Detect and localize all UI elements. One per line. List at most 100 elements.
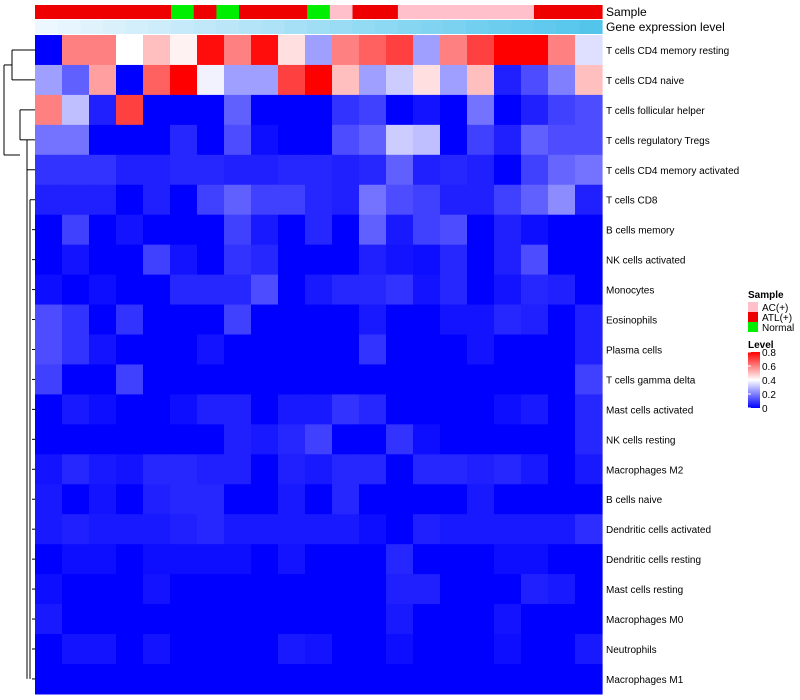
heatmap-cell bbox=[521, 304, 549, 336]
heatmap-cell bbox=[386, 663, 414, 695]
heatmap-cell bbox=[224, 514, 252, 545]
heatmap-cell bbox=[575, 364, 603, 395]
heatmap-cell bbox=[413, 544, 441, 575]
expression-annotation-cell bbox=[556, 20, 580, 34]
heatmap-cell bbox=[359, 394, 387, 425]
heatmap-cell bbox=[35, 124, 63, 156]
level-legend-tick-label: 0.6 bbox=[762, 362, 776, 373]
heatmap-cell bbox=[305, 604, 333, 635]
heatmap-cell bbox=[359, 604, 387, 635]
expression-annotation-cell bbox=[80, 20, 104, 34]
heatmap-cell bbox=[116, 634, 144, 665]
heatmap-cell bbox=[251, 35, 279, 66]
row-label: Neutrophils bbox=[606, 645, 657, 656]
heatmap-cell bbox=[440, 634, 468, 665]
heatmap-cell bbox=[197, 244, 225, 276]
heatmap-cell bbox=[197, 35, 225, 66]
heatmap-cell bbox=[548, 244, 576, 276]
heatmap-cell bbox=[386, 124, 414, 156]
expression-annotation-cell bbox=[488, 20, 512, 34]
heatmap-cell bbox=[170, 454, 198, 485]
row-label: T cells regulatory Tregs bbox=[606, 136, 710, 147]
heatmap-cell bbox=[305, 154, 333, 186]
heatmap-cell bbox=[332, 544, 360, 575]
heatmap-cell bbox=[197, 124, 225, 156]
heatmap-cell bbox=[197, 364, 225, 395]
heatmap-cell bbox=[413, 364, 441, 395]
heatmap-cell bbox=[116, 514, 144, 545]
heatmap-cell bbox=[116, 124, 144, 156]
heatmap-cell bbox=[440, 304, 468, 336]
heatmap-cell bbox=[440, 334, 468, 366]
heatmap-cell bbox=[251, 184, 279, 216]
heatmap-cell bbox=[386, 604, 414, 635]
heatmap-cell bbox=[170, 64, 198, 96]
heatmap-cell bbox=[386, 214, 414, 246]
heatmap-cell bbox=[251, 334, 279, 366]
heatmap-cell bbox=[386, 634, 414, 665]
heatmap-cell bbox=[467, 454, 495, 485]
heatmap-cell bbox=[413, 184, 441, 216]
heatmap-cell bbox=[440, 64, 468, 96]
heatmap-cell bbox=[62, 663, 90, 695]
heatmap-cell bbox=[413, 484, 441, 515]
heatmap-cell bbox=[467, 394, 495, 425]
heatmap-cell bbox=[359, 154, 387, 186]
heatmap-cell bbox=[35, 634, 63, 665]
heatmap-cell bbox=[278, 634, 306, 665]
sample-legend-label: ATL(+) bbox=[762, 313, 792, 324]
row-label: T cells CD4 memory activated bbox=[606, 166, 739, 177]
heatmap-cell bbox=[278, 574, 306, 605]
sample-annotation-cell bbox=[533, 5, 558, 19]
sample-annotation-cell bbox=[511, 5, 535, 19]
heatmap-cell bbox=[305, 364, 333, 395]
heatmap-cell bbox=[278, 484, 306, 515]
heatmap-cell bbox=[413, 274, 441, 306]
heatmap-cell bbox=[143, 274, 171, 306]
heatmap-cell bbox=[386, 274, 414, 306]
heatmap-cell bbox=[116, 574, 144, 605]
heatmap-cell bbox=[494, 184, 522, 216]
heatmap-cell bbox=[467, 334, 495, 366]
sample-annotation-cell bbox=[35, 5, 59, 19]
heatmap-cell bbox=[332, 244, 360, 276]
heatmap-cell bbox=[197, 454, 225, 485]
heatmap-cell bbox=[224, 604, 252, 635]
heatmap-cell bbox=[224, 124, 252, 156]
row-label: Plasma cells bbox=[606, 345, 662, 356]
heatmap-cell bbox=[170, 424, 198, 455]
heatmap-cell bbox=[521, 35, 549, 66]
heatmap-cell bbox=[89, 604, 117, 635]
heatmap-cell bbox=[89, 484, 117, 515]
heatmap-cell bbox=[521, 334, 549, 366]
heatmap-cell bbox=[494, 514, 522, 545]
row-dendrogram bbox=[3, 49, 35, 680]
heatmap-cell bbox=[494, 364, 522, 395]
row-label: Dendritic cells resting bbox=[606, 555, 701, 566]
heatmap-cell bbox=[224, 154, 252, 186]
heatmap-cell bbox=[251, 454, 279, 485]
heatmap-cell bbox=[575, 454, 603, 485]
heatmap-cell bbox=[143, 184, 171, 216]
sample-annotation-cell bbox=[352, 5, 376, 19]
heatmap-cell bbox=[170, 274, 198, 306]
expression-annotation-cell bbox=[261, 20, 286, 34]
row-label: Mast cells activated bbox=[606, 405, 693, 416]
heatmap-cell bbox=[170, 35, 198, 66]
annotation-track-label: Sample bbox=[606, 5, 647, 19]
heatmap-cell bbox=[494, 124, 522, 156]
heatmap-cell bbox=[548, 154, 576, 186]
heatmap-cell bbox=[89, 244, 117, 276]
heatmap-cell bbox=[386, 244, 414, 276]
heatmap-cell bbox=[359, 334, 387, 366]
heatmap-cell bbox=[278, 154, 306, 186]
heatmap-cell bbox=[251, 304, 279, 336]
heatmap-cell bbox=[359, 634, 387, 665]
heatmap-cell bbox=[386, 424, 414, 455]
heatmap-cell bbox=[413, 94, 441, 126]
heatmap-cell bbox=[278, 663, 306, 695]
heatmap-cell bbox=[305, 663, 333, 695]
heatmap-cell bbox=[170, 94, 198, 126]
heatmap-cell bbox=[494, 334, 522, 366]
